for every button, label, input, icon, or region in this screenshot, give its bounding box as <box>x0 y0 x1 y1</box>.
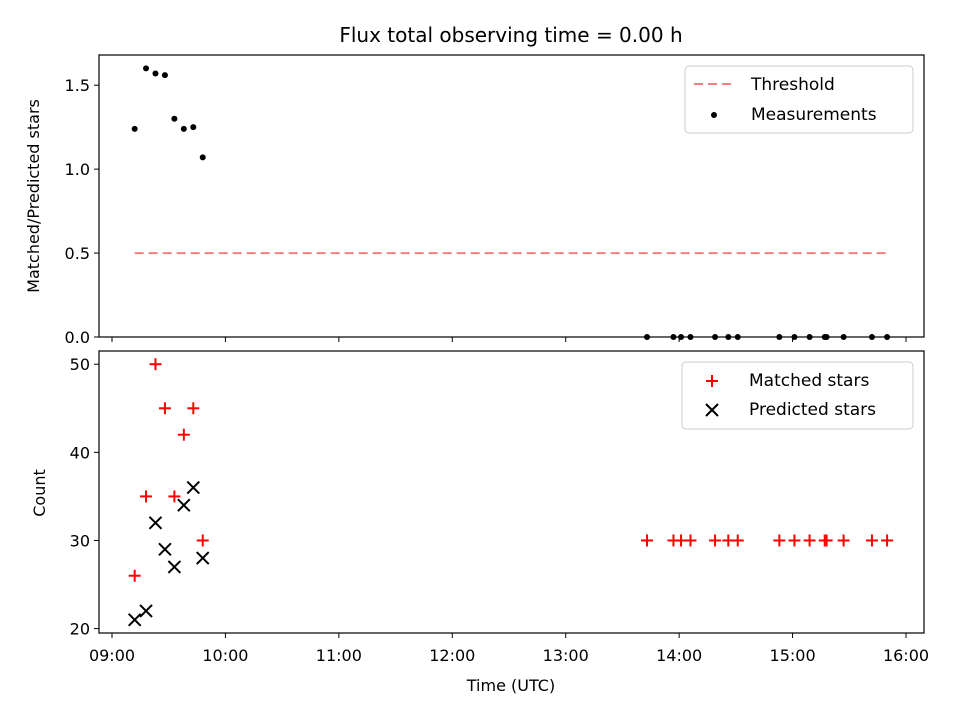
x-tick-label: 10:00 <box>202 646 248 665</box>
ratio-y-ticks: 0.0 0.5 1.0 1.5 <box>65 76 99 347</box>
legend-predicted-label: Predicted stars <box>749 400 876 420</box>
matched-stars-point <box>149 358 162 371</box>
matched-stars-point <box>196 534 209 547</box>
count-y-tick-label: 30 <box>70 531 90 550</box>
legend-predicted-swatch <box>705 403 719 417</box>
ratio-y-tick-label: 1.5 <box>65 76 90 95</box>
matched-stars-point <box>187 402 200 415</box>
ratio-panel: Flux total observing time = 0.00 h Match… <box>24 23 925 347</box>
predicted-stars-point <box>186 480 200 495</box>
measurement-point <box>199 154 206 161</box>
legend-matched-swatch <box>706 375 718 387</box>
measurement-point <box>171 115 178 122</box>
measurement-point <box>152 70 159 77</box>
legend-measurements-label: Measurements <box>751 105 877 125</box>
count-y-tick-label: 50 <box>70 355 90 374</box>
x-tick-label: 09:00 <box>89 646 135 665</box>
matched-stars-point <box>837 534 850 547</box>
measurement-point <box>161 72 168 79</box>
predicted-stars-point <box>139 604 153 618</box>
count-y-axis-label: Count <box>30 469 49 517</box>
ratio-legend: Threshold Measurements <box>684 65 914 134</box>
measurement-point <box>190 124 197 131</box>
matched-stars-point <box>773 534 786 547</box>
x-tick-label: 15:00 <box>770 646 816 665</box>
ratio-y-axis-label: Matched/Predicted stars <box>24 99 43 293</box>
count-axes-frame <box>98 350 925 634</box>
matched-stars-point <box>803 534 816 547</box>
chart-title: Flux total observing time = 0.00 h <box>339 23 682 47</box>
count-legend: Matched stars Predicted stars <box>681 361 914 430</box>
x-tick-label: 13:00 <box>543 646 589 665</box>
legend-measurements-swatch <box>711 112 717 118</box>
count-panel: Count Time (UTC) 20 30 40 50 09:00 10:00 11:0… <box>30 350 929 695</box>
ratio-axes-frame <box>98 54 925 338</box>
x-axis-label: Time (UTC) <box>466 676 555 695</box>
x-tick-label: 11:00 <box>316 646 362 665</box>
x-tick-label: 14:00 <box>656 646 702 665</box>
count-y-tick-label: 40 <box>70 443 90 462</box>
predicted-stars-point <box>167 560 182 574</box>
legend-threshold-label: Threshold <box>750 75 835 95</box>
matched-stars-point <box>168 490 181 503</box>
matched-stars-point <box>140 490 153 503</box>
predicted-stars-point <box>158 542 172 556</box>
count-legend-box <box>681 361 914 430</box>
matched-stars-point <box>881 534 894 547</box>
count-y-ticks: 20 30 40 50 <box>70 355 99 639</box>
ratio-y-tick-label: 0.5 <box>65 244 90 263</box>
x-tick-label: 12:00 <box>429 646 475 665</box>
predicted-stars-point <box>148 516 163 530</box>
matched-stars-point <box>709 534 722 547</box>
matched-stars-point <box>865 534 878 547</box>
matched-stars-point <box>684 534 697 547</box>
measurement-point <box>143 65 150 72</box>
count-y-tick-label: 20 <box>70 620 90 639</box>
ratio-y-tick-label: 0.0 <box>65 328 90 347</box>
count-marks <box>127 358 894 627</box>
matched-stars-point <box>641 534 654 547</box>
predicted-stars-point <box>177 498 191 512</box>
x-tick-label: 16:00 <box>883 646 929 665</box>
matched-stars-point <box>177 428 190 441</box>
count-x-ticks: 09:00 10:00 11:00 12:00 13:00 14:00 15:00 16:00 <box>89 633 929 665</box>
measurement-point <box>131 125 138 132</box>
measurement-point <box>180 125 187 132</box>
predicted-stars-point <box>196 551 210 565</box>
legend-matched-label: Matched stars <box>749 371 869 391</box>
matched-stars-point <box>158 402 171 415</box>
predicted-stars-point <box>127 613 142 627</box>
ratio-y-tick-label: 1.0 <box>65 160 90 179</box>
ratio-legend-box <box>684 65 914 134</box>
matched-stars-point <box>820 534 833 547</box>
matched-stars-point <box>788 534 801 547</box>
matched-stars-point <box>128 569 141 582</box>
matched-stars-point <box>731 534 744 547</box>
